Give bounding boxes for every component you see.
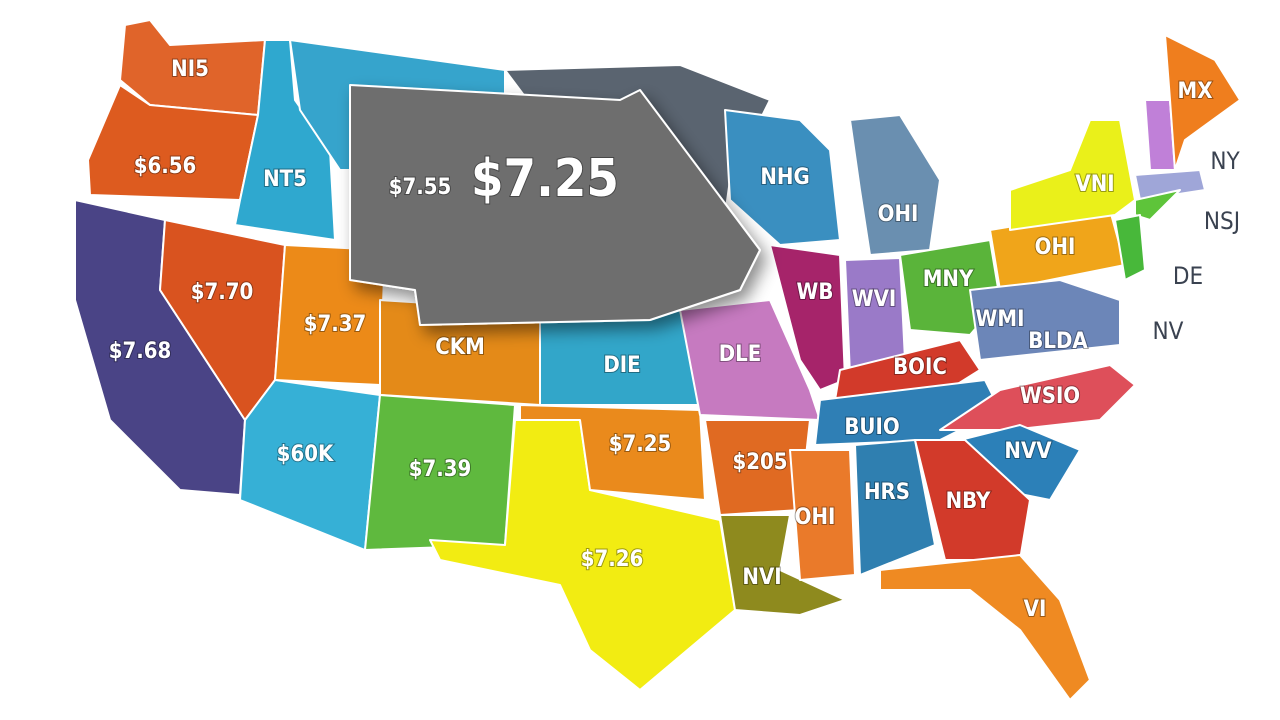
outside-label: NV xyxy=(1153,317,1184,345)
state-label: DLE xyxy=(719,342,762,367)
state xyxy=(1134,169,1206,201)
state-label: BUIO xyxy=(844,415,899,440)
state-label: $6.56 xyxy=(134,154,197,179)
state xyxy=(1164,34,1241,171)
state-label: OHI xyxy=(878,202,919,227)
state xyxy=(234,39,336,241)
state xyxy=(879,554,1091,701)
state-label: OHI xyxy=(795,505,836,530)
state xyxy=(849,114,941,256)
state xyxy=(914,439,1031,561)
outside-label: NY xyxy=(1210,147,1240,175)
state xyxy=(679,299,821,421)
state xyxy=(969,279,1121,361)
state-label: $7.25 xyxy=(609,432,672,457)
state-label: HRS xyxy=(864,480,910,505)
state-label: $7.39 xyxy=(409,457,472,482)
state-label: MNY xyxy=(923,267,974,292)
state-label: NI5 xyxy=(171,57,209,82)
state-label: NBY xyxy=(946,489,991,514)
state-label: CKM xyxy=(435,335,485,360)
state-label: $205 xyxy=(732,450,787,475)
state xyxy=(1134,189,1181,221)
state xyxy=(719,514,846,616)
state-label: $7.37 xyxy=(304,312,367,337)
state-label: MX xyxy=(1178,79,1213,104)
state-label: WB xyxy=(797,280,834,305)
state xyxy=(1009,119,1136,231)
state-label: OHI xyxy=(1035,235,1076,260)
state-label: $7.70 xyxy=(191,280,254,305)
state-label: $7.68 xyxy=(109,339,172,364)
state-label: VI xyxy=(1024,597,1047,622)
outside-label: NSJ xyxy=(1204,207,1240,235)
state-label: WMI xyxy=(976,307,1025,332)
state-label: NVV xyxy=(1004,439,1052,464)
state-label: NVI xyxy=(742,565,781,590)
state-label: NT5 xyxy=(263,167,307,192)
state-label: DIE xyxy=(603,353,640,378)
state-label: $7.55 xyxy=(389,175,452,200)
outside-label: DE xyxy=(1173,262,1203,290)
state-label: BOIC xyxy=(893,355,947,380)
state xyxy=(789,449,856,581)
states xyxy=(74,19,1241,701)
highlight-state xyxy=(349,84,761,326)
state-label: WSIO xyxy=(1020,384,1080,409)
state xyxy=(854,439,936,576)
state xyxy=(239,379,381,551)
state xyxy=(724,109,841,246)
state-label: $60K xyxy=(277,442,334,467)
state xyxy=(1114,214,1146,281)
labels: NI5 $6.56 NT5 $7.55 $7.25 $7.70 $7.37 $7… xyxy=(108,56,1241,623)
state-label: NHG xyxy=(760,165,809,190)
state-label: BLDA xyxy=(1028,329,1088,354)
highlight-label: $7.25 xyxy=(471,149,619,209)
state-label: $7.26 xyxy=(581,547,644,572)
state-label: VNI xyxy=(1075,172,1114,197)
state xyxy=(769,244,846,391)
state-label: WVI xyxy=(852,287,897,312)
